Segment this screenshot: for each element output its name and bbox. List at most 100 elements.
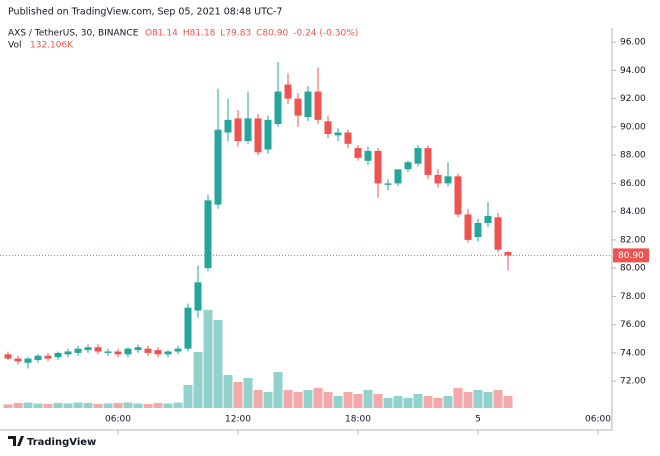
- candle-body: [494, 217, 502, 250]
- y-tick-label: 82.00: [620, 235, 646, 245]
- x-tick-label: 5: [475, 415, 481, 425]
- candle-body: [104, 351, 112, 353]
- last-price-label: 80.90: [618, 251, 644, 261]
- candle-body: [184, 307, 192, 349]
- candle-body: [4, 354, 12, 359]
- volume-bar: [153, 403, 163, 408]
- volume-bar: [233, 382, 243, 408]
- volume-bar: [173, 402, 183, 408]
- volume-bar: [283, 390, 293, 408]
- y-tick-label: 90.00: [620, 122, 646, 132]
- volume-bar: [163, 403, 173, 408]
- volume-bar: [43, 403, 53, 408]
- x-tick-label: 06:00: [585, 415, 611, 425]
- volume-bar: [503, 395, 513, 408]
- candle-body: [484, 215, 492, 223]
- volume-bar: [33, 403, 43, 408]
- candle-body: [204, 200, 212, 269]
- candle-body: [354, 148, 362, 158]
- volume-bar: [373, 394, 383, 408]
- candle-body: [44, 355, 52, 359]
- candle-body: [24, 358, 32, 363]
- y-tick-label: 74.00: [620, 348, 646, 358]
- candle-body: [234, 118, 242, 142]
- volume-bar: [323, 392, 333, 408]
- candle-body: [434, 174, 442, 184]
- volume-bar: [103, 403, 113, 408]
- candle-body: [34, 355, 42, 360]
- volume-bar: [393, 396, 403, 408]
- candle-body: [314, 91, 322, 120]
- candle-body: [154, 350, 162, 355]
- volume-bar: [293, 392, 303, 408]
- y-tick-label: 94.00: [620, 66, 646, 76]
- candle-body: [274, 91, 282, 125]
- volume-bar: [383, 398, 393, 408]
- candle-body: [244, 118, 252, 142]
- volume-bar: [93, 403, 103, 408]
- y-tick-label: 88.00: [620, 151, 646, 161]
- candle-body: [304, 91, 312, 117]
- candle-body: [174, 348, 182, 352]
- candle-body: [224, 119, 232, 133]
- volume-bar: [83, 403, 93, 408]
- symbol: AXS / TetherUS, 30, BINANCE: [8, 29, 139, 39]
- volume-bar: [213, 320, 223, 408]
- candle-body: [134, 347, 142, 351]
- volume-bar: [73, 402, 83, 408]
- volume-bar: [273, 372, 283, 408]
- x-tick-label: 06:00: [105, 415, 131, 425]
- candle-body: [164, 351, 172, 355]
- candle-body: [424, 148, 432, 175]
- candle-body: [64, 351, 72, 355]
- volume-bar: [403, 398, 413, 408]
- volume-bar: [493, 390, 503, 408]
- candle-body: [264, 119, 272, 150]
- volume-bar: [313, 388, 323, 408]
- volume-bar: [143, 403, 153, 408]
- candle-body: [254, 118, 262, 153]
- volume-bar: [13, 403, 23, 408]
- candle-body: [144, 348, 152, 353]
- candle-body: [444, 176, 452, 184]
- volume-bar: [113, 403, 123, 408]
- volume-bar: [53, 403, 63, 408]
- candle-body: [504, 252, 512, 256]
- candle-body: [374, 150, 382, 184]
- y-tick-label: 78.00: [620, 292, 646, 302]
- volume-bar: [263, 392, 273, 408]
- y-tick-label: 92.00: [620, 94, 646, 104]
- legend-value: H81.18: [183, 29, 216, 39]
- volume-bar: [433, 398, 443, 408]
- volume-bar: [23, 402, 33, 408]
- volume-value: 132.106K: [30, 41, 74, 51]
- volume-bar: [423, 396, 433, 408]
- volume-bar: [473, 390, 483, 408]
- volume-bar: [453, 388, 463, 408]
- candle-body: [284, 84, 292, 99]
- x-tick-label: 18:00: [345, 415, 371, 425]
- candle-body: [464, 214, 472, 240]
- candle-body: [74, 348, 82, 353]
- y-tick-label: 72.00: [620, 377, 646, 387]
- candle-body: [124, 348, 132, 355]
- y-tick-label: 86.00: [620, 179, 646, 189]
- volume-bar: [413, 394, 423, 408]
- candle-body: [364, 150, 372, 161]
- volume-bar: [203, 310, 213, 408]
- legend-value: O81.14: [145, 29, 178, 39]
- y-tick-label: 80.00: [620, 264, 646, 274]
- volume-bar: [253, 390, 263, 408]
- volume-bar: [303, 390, 313, 408]
- legend-value: L79.83: [220, 29, 251, 39]
- brand-logo: [8, 436, 24, 446]
- volume-bar: [353, 394, 363, 408]
- candle-body: [394, 169, 402, 184]
- volume-bar: [123, 402, 133, 408]
- candle-body: [94, 347, 102, 352]
- volume-bar: [483, 392, 493, 408]
- candle-body: [14, 358, 22, 362]
- candle-body: [454, 176, 462, 215]
